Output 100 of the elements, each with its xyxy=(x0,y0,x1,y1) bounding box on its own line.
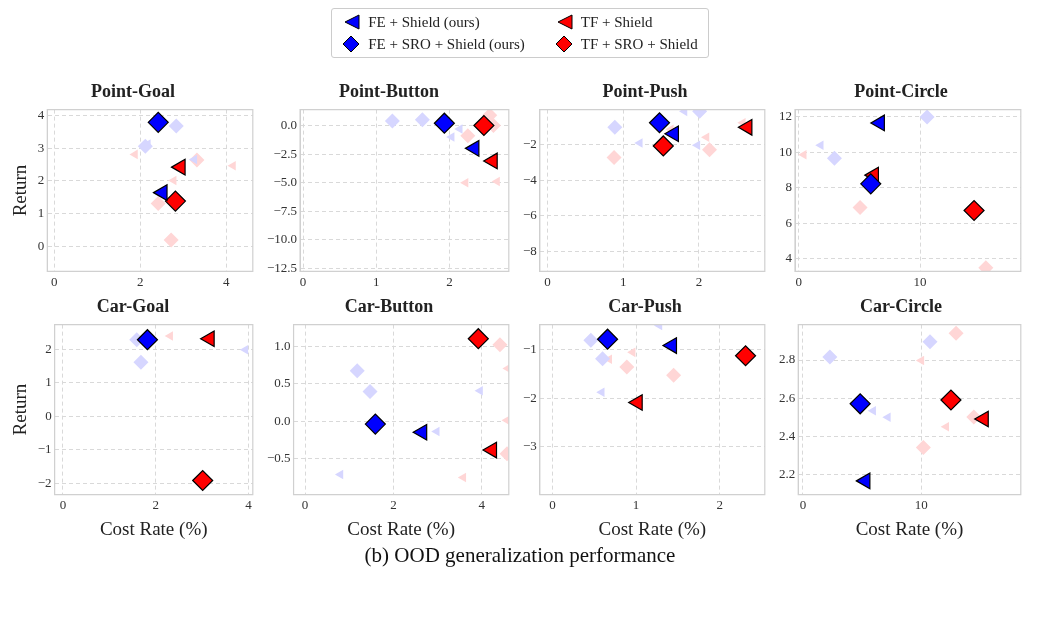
chart-title: Point-Button xyxy=(338,81,440,102)
x-axis-title: Cost Rate (%) xyxy=(99,517,208,540)
point xyxy=(457,472,467,483)
point xyxy=(662,337,678,354)
point xyxy=(870,114,885,132)
point xyxy=(474,385,483,396)
point xyxy=(852,199,868,215)
x-tick-label: 1 xyxy=(619,273,627,289)
y-tick-label: −8 xyxy=(522,242,537,258)
chart-title: Car-Button xyxy=(344,296,434,317)
x-axis-title: Cost Rate (%) xyxy=(855,517,964,540)
point xyxy=(922,334,938,350)
x-tick-label: 1 xyxy=(373,273,380,289)
chart-title: Point-Push xyxy=(602,81,688,102)
point xyxy=(679,109,688,117)
x-tick-label: 2 xyxy=(446,273,453,289)
y-tick-label: 4 xyxy=(37,106,45,122)
point xyxy=(334,469,344,480)
legend-label: TF + SRO + Shield xyxy=(580,35,698,53)
x-tick-label: 2 xyxy=(152,496,160,512)
x-tick-label: 2 xyxy=(136,273,144,289)
y-tick-label: 0 xyxy=(37,237,45,253)
y-tick-label: 8 xyxy=(785,179,792,195)
chart-title: Car-Goal xyxy=(96,296,170,317)
y-tick-label: 1 xyxy=(45,374,52,390)
point xyxy=(384,113,400,129)
point xyxy=(200,330,215,348)
chart-title: Car-Push xyxy=(608,296,682,317)
point xyxy=(362,383,378,399)
legend-label: FE + SRO + Shield (ours) xyxy=(368,35,525,53)
y-axis-title: Return xyxy=(9,383,31,436)
point xyxy=(702,142,718,158)
point xyxy=(826,150,842,166)
point xyxy=(691,140,701,151)
point xyxy=(734,345,757,367)
point xyxy=(606,150,622,165)
point xyxy=(596,387,605,398)
point xyxy=(634,138,643,148)
point xyxy=(915,355,925,366)
x-tick-label: 2 xyxy=(695,273,703,289)
point xyxy=(628,394,643,411)
x-tick-label: 4 xyxy=(222,273,230,289)
point xyxy=(136,329,159,351)
y-tick-label: −7.5 xyxy=(273,202,298,218)
point xyxy=(164,190,187,212)
y-tick-label: 0.0 xyxy=(274,412,291,428)
point xyxy=(133,354,149,370)
y-tick-label: −2.5 xyxy=(273,145,298,161)
point xyxy=(648,112,671,134)
y-tick-label: 2.2 xyxy=(779,465,796,481)
point xyxy=(963,199,985,222)
y-tick-label: 3 xyxy=(37,139,45,155)
y-tick-label: 0 xyxy=(45,407,52,423)
point xyxy=(867,405,876,416)
point xyxy=(737,118,753,136)
y-tick-label: 2.4 xyxy=(779,427,796,443)
point xyxy=(627,347,636,358)
point xyxy=(652,135,674,157)
y-tick-label: 4 xyxy=(785,250,793,266)
y-tick-label: −3 xyxy=(522,438,537,454)
point xyxy=(431,426,440,437)
y-tick-label: −2 xyxy=(37,474,52,490)
y-tick-label: 1.0 xyxy=(274,338,291,354)
y-axis-title: Return xyxy=(9,164,31,217)
point xyxy=(168,118,184,134)
point xyxy=(822,349,838,365)
point xyxy=(349,363,365,379)
chart-title: Point-Circle xyxy=(854,81,948,102)
point xyxy=(129,149,138,160)
point xyxy=(454,124,463,134)
y-tick-label: −1 xyxy=(37,441,52,457)
point xyxy=(607,119,623,135)
chart-title: Car-Circle xyxy=(860,296,942,317)
y-tick-label: −5.0 xyxy=(273,174,298,190)
point xyxy=(192,469,214,492)
y-tick-label: 10 xyxy=(779,143,792,159)
point xyxy=(700,132,710,143)
point xyxy=(583,332,599,348)
point xyxy=(619,359,635,375)
point xyxy=(882,412,891,423)
x-tick-label: 0 xyxy=(301,496,309,512)
y-tick-label: 2 xyxy=(45,340,52,356)
point xyxy=(170,158,186,176)
y-tick-label: −4 xyxy=(522,171,538,187)
point xyxy=(596,328,619,350)
point xyxy=(491,176,500,187)
y-tick-label: 0.0 xyxy=(280,116,298,132)
point xyxy=(150,195,166,211)
x-tick-label: 4 xyxy=(245,496,253,512)
x-tick-label: 0 xyxy=(544,273,551,289)
x-axis-title: Cost Rate (%) xyxy=(598,517,707,540)
point xyxy=(412,423,428,441)
y-tick-label: 12 xyxy=(779,108,792,124)
point xyxy=(433,112,455,134)
point xyxy=(664,125,679,143)
point xyxy=(467,328,489,350)
x-tick-label: 2 xyxy=(390,496,397,512)
y-tick-label: −2 xyxy=(522,389,537,405)
point xyxy=(163,232,179,248)
y-tick-label: 1 xyxy=(37,204,45,220)
